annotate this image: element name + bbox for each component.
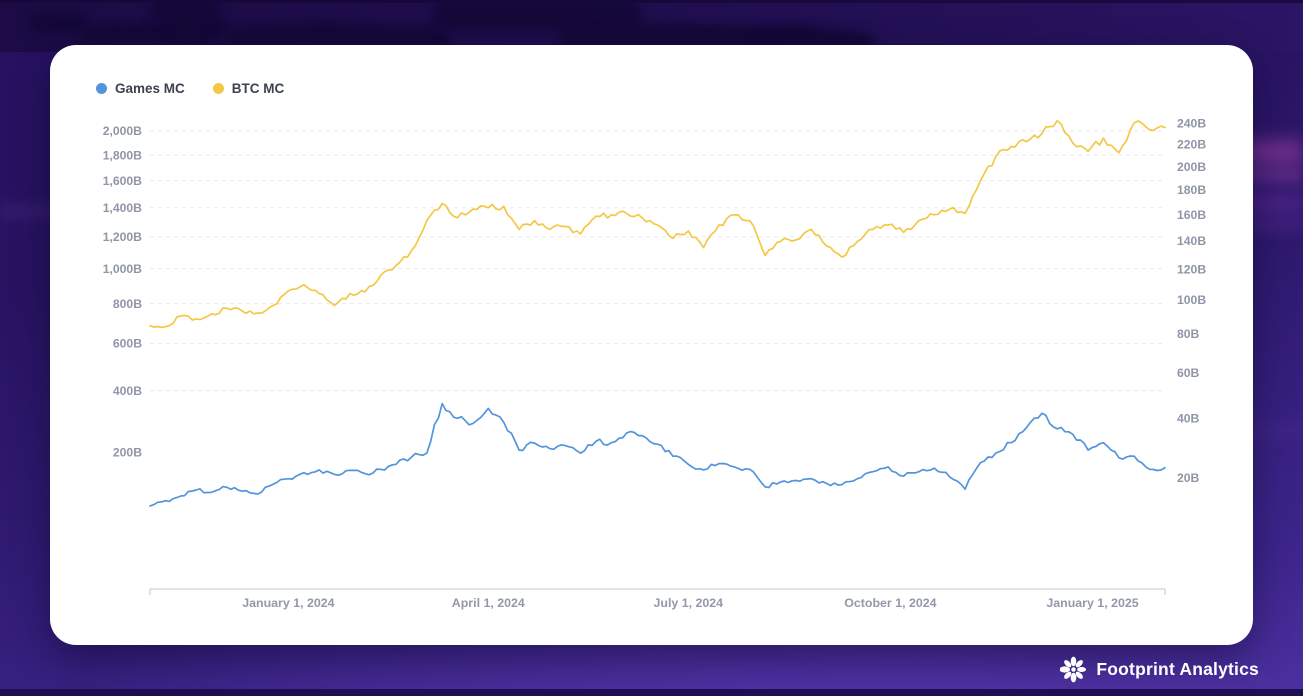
y-axis-right-tick-label: 120B xyxy=(1177,263,1206,277)
x-axis-tick-label: April 1, 2024 xyxy=(452,596,525,610)
legend-label: Games MC xyxy=(115,81,185,96)
y-axis-right-tick-label: 160B xyxy=(1177,208,1206,222)
y-axis-right-tick-label: 180B xyxy=(1177,183,1206,197)
chart-plot-area[interactable]: 2,000B 1,800B 1,600B 1,400B 1,200B 1,000B 800B… xyxy=(50,45,1253,645)
y-axis-right-tick-label: 40B xyxy=(1177,412,1200,426)
btc-mc-legend-dot-icon xyxy=(212,83,224,94)
y-axis-right-tick-label: 240B xyxy=(1177,116,1206,130)
y-axis-left-tick-label: 400B xyxy=(113,384,142,398)
brand-text: Footprint Analytics xyxy=(1096,658,1259,679)
x-axis-tick-label: July 1, 2024 xyxy=(654,596,724,610)
y-axis-left-tick-label: 1,600B xyxy=(103,174,142,188)
background-blur-shape xyxy=(163,10,207,50)
x-axis-tick-label: January 1, 2024 xyxy=(242,596,334,610)
bottom-edge-strip xyxy=(0,689,1303,696)
series-line-btc-mc[interactable] xyxy=(149,119,1166,329)
y-axis-right-tick-label: 220B xyxy=(1177,138,1206,152)
y-axis-left-tick-label: 600B xyxy=(113,337,142,351)
y-axis-right-tick-label: 80B xyxy=(1177,327,1200,341)
y-axis-right-tick-label: 100B xyxy=(1177,293,1206,307)
x-axis-line xyxy=(149,588,1166,595)
y-axis-left-tick-label: 1,000B xyxy=(103,262,142,276)
series-line-games-mc[interactable] xyxy=(149,402,1166,507)
top-edge-strip xyxy=(0,0,1303,3)
chart-legend: Games MC BTC MC xyxy=(96,81,284,96)
chart-card: Games MC BTC MC 2,000B 1,800B 1,600B 1,400B… xyxy=(50,45,1253,645)
y-axis-right-tick-label: 60B xyxy=(1177,366,1200,380)
footprint-analytics-brand-link[interactable]: Footprint Analytics xyxy=(1060,650,1259,688)
y-axis-left-tick-label: 800B xyxy=(113,297,142,311)
legend-item-btc-mc[interactable]: BTC MC xyxy=(212,81,285,96)
y-axis-left-tick-label: 1,200B xyxy=(103,230,142,244)
x-axis-tick-label: October 1, 2024 xyxy=(844,596,936,610)
y-axis-left-tick-label: 1,800B xyxy=(103,148,142,162)
legend-item-games-mc[interactable]: Games MC xyxy=(96,81,185,96)
legend-label: BTC MC xyxy=(231,81,285,96)
y-axis-left-tick-label: 200B xyxy=(113,445,142,459)
background-blur-shape xyxy=(28,12,88,32)
games-mc-legend-dot-icon xyxy=(96,83,107,94)
x-axis-tick-label: January 1, 2025 xyxy=(1046,596,1138,610)
y-axis-right-tick-label: 200B xyxy=(1177,160,1206,174)
y-axis-left-tick-label: 1,400B xyxy=(103,201,142,215)
y-axis-right-tick-label: 20B xyxy=(1177,471,1200,485)
y-axis-left-tick-label: 2,000B xyxy=(103,124,142,138)
footprint-flower-icon xyxy=(1060,656,1087,682)
y-axis-right-tick-label: 140B xyxy=(1177,234,1206,248)
